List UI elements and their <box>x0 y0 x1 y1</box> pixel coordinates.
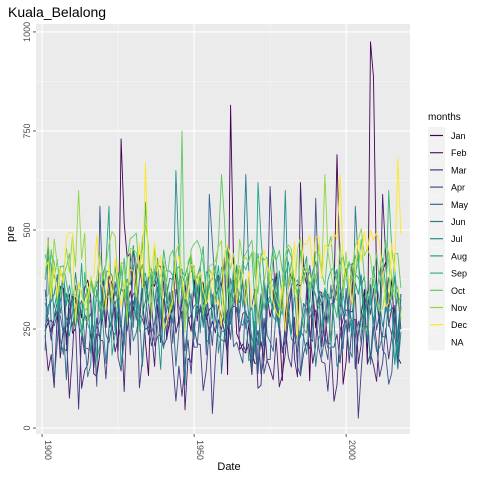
legend-label: Mar <box>451 165 467 175</box>
y-tick-label: 500 <box>22 222 32 237</box>
legend-label: Sep <box>451 269 467 279</box>
x-axis-ticks: 1900 1950 2000 <box>41 434 357 460</box>
series-line-aug <box>44 182 402 365</box>
legend-item-dec: Dec <box>428 316 468 334</box>
legend-key <box>428 333 445 351</box>
legend-item-jan: Jan <box>428 127 466 144</box>
legend-item-nov: Nov <box>428 299 468 316</box>
grid <box>36 24 410 434</box>
legend-label: Apr <box>451 183 465 193</box>
x-tick-label: 2000 <box>347 440 357 460</box>
series-line-dec <box>44 158 402 338</box>
y-tick-label: 1000 <box>22 22 32 42</box>
chart-title: Kuala_Belalong <box>8 4 106 20</box>
legend-label: Feb <box>451 148 467 158</box>
legend-item-may: May <box>428 195 469 213</box>
y-tick-label: 0 <box>22 426 32 431</box>
legend-item-jul: Jul <box>428 230 463 248</box>
legend-title: months <box>428 112 461 123</box>
legend-label: NA <box>451 337 464 347</box>
legend-item-na: NA <box>428 333 464 351</box>
legend-item-jun: Jun <box>428 213 466 230</box>
y-axis-title: pre <box>5 226 17 242</box>
y-axis-ticks: 0 250 500 750 1000 <box>22 22 36 431</box>
legend-item-oct: Oct <box>428 281 466 299</box>
legend-item-feb: Feb <box>428 144 467 162</box>
legend-label: Aug <box>451 251 467 261</box>
legend-item-aug: Aug <box>428 247 467 265</box>
legend-label: Nov <box>451 303 468 313</box>
legend: months Jan Feb Mar Apr May Jun Jul Aug Sep Oct Nov… <box>428 112 469 351</box>
legend-item-sep: Sep <box>428 264 467 282</box>
x-tick-label: 1950 <box>195 440 205 460</box>
legend-label: Dec <box>451 320 468 330</box>
legend-label: May <box>451 200 469 210</box>
legend-label: Jun <box>451 217 466 227</box>
series-line-oct <box>44 130 402 324</box>
legend-item-apr: Apr <box>428 178 465 196</box>
plot-panel <box>36 24 410 434</box>
x-axis-title: Date <box>217 461 240 473</box>
data-lines <box>44 41 402 419</box>
series-line-mar <box>44 185 402 419</box>
y-tick-label: 750 <box>22 123 32 138</box>
legend-item-mar: Mar <box>428 161 467 179</box>
legend-label: Oct <box>451 286 466 296</box>
y-tick-label: 250 <box>22 322 32 337</box>
legend-label: Jul <box>451 234 463 244</box>
legend-label: Jan <box>451 131 466 141</box>
x-tick-label: 1900 <box>43 440 53 460</box>
series-line-jun <box>44 174 402 386</box>
